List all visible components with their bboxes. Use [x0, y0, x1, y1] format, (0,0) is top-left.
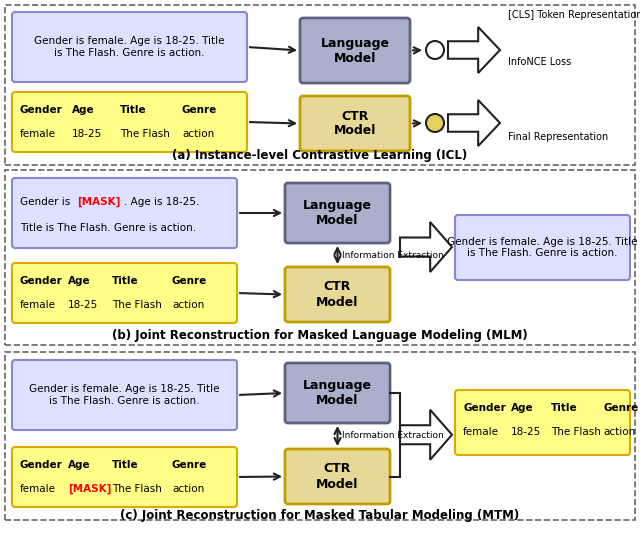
Text: Gender is female. Age is 18-25. Title
is The Flash. Genre is action.: Gender is female. Age is 18-25. Title is…: [35, 36, 225, 58]
FancyBboxPatch shape: [12, 178, 237, 248]
Text: Information Extraction: Information Extraction: [342, 250, 444, 260]
Text: female: female: [20, 300, 56, 310]
FancyBboxPatch shape: [12, 360, 237, 430]
Circle shape: [426, 114, 444, 132]
Text: Genre: Genre: [182, 105, 217, 115]
Text: [CLS] Token Representation: [CLS] Token Representation: [508, 10, 640, 20]
Text: Information Extraction: Information Extraction: [342, 432, 444, 440]
Polygon shape: [400, 222, 452, 272]
Text: Genre: Genre: [172, 460, 207, 470]
Text: (b) Joint Reconstruction for Masked Language Modeling (MLM): (b) Joint Reconstruction for Masked Lang…: [112, 329, 528, 342]
Text: Gender: Gender: [20, 105, 63, 115]
Text: Title: Title: [112, 276, 139, 286]
Text: Title is The Flash. Genre is action.: Title is The Flash. Genre is action.: [20, 223, 196, 233]
Text: Gender: Gender: [20, 276, 63, 286]
Text: Genre: Genre: [603, 403, 638, 413]
Text: The Flash: The Flash: [112, 300, 162, 310]
FancyBboxPatch shape: [285, 363, 390, 423]
Text: Gender: Gender: [463, 403, 506, 413]
Text: Gender: Gender: [20, 460, 63, 470]
Text: CTR
Model: CTR Model: [316, 463, 358, 490]
FancyBboxPatch shape: [300, 18, 410, 83]
Text: Language
Model: Language Model: [303, 199, 372, 227]
Circle shape: [426, 41, 444, 59]
FancyBboxPatch shape: [12, 12, 247, 82]
Text: female: female: [20, 484, 56, 494]
FancyBboxPatch shape: [285, 449, 390, 504]
Text: action: action: [182, 129, 214, 139]
Text: Gender is female. Age is 18-25. Title
is The Flash. Genre is action.: Gender is female. Age is 18-25. Title is…: [29, 384, 220, 406]
Text: action: action: [172, 300, 204, 310]
Bar: [5, 352, 635, 520]
Text: female: female: [463, 427, 499, 437]
Text: action: action: [172, 484, 204, 494]
Polygon shape: [448, 27, 500, 73]
Bar: [5, 170, 635, 345]
FancyBboxPatch shape: [12, 447, 237, 507]
Text: Title: Title: [120, 105, 147, 115]
Polygon shape: [400, 410, 452, 460]
Text: The Flash: The Flash: [112, 484, 162, 494]
Text: Genre: Genre: [172, 276, 207, 286]
Text: Age: Age: [68, 276, 91, 286]
Text: [MASK]: [MASK]: [68, 484, 111, 494]
Text: 18-25: 18-25: [511, 427, 541, 437]
Text: Age: Age: [68, 460, 91, 470]
Text: Gender is: Gender is: [20, 197, 74, 207]
Text: Final Representation: Final Representation: [508, 132, 608, 142]
Text: Language
Model: Language Model: [321, 36, 390, 65]
Text: InfoNCE Loss: InfoNCE Loss: [508, 57, 572, 67]
FancyBboxPatch shape: [300, 96, 410, 151]
FancyBboxPatch shape: [455, 215, 630, 280]
FancyBboxPatch shape: [285, 183, 390, 243]
Text: Title: Title: [551, 403, 578, 413]
Text: (a) Instance-level Contrastive Learning (ICL): (a) Instance-level Contrastive Learning …: [172, 148, 468, 161]
Text: Age: Age: [72, 105, 95, 115]
Text: CTR
Model: CTR Model: [316, 281, 358, 308]
Text: action: action: [603, 427, 636, 437]
Text: [MASK]: [MASK]: [77, 197, 120, 207]
Text: . Age is 18-25.: . Age is 18-25.: [124, 197, 200, 207]
Text: 18-25: 18-25: [72, 129, 102, 139]
FancyBboxPatch shape: [285, 267, 390, 322]
Text: Title: Title: [112, 460, 139, 470]
Text: (c) Joint Reconstruction for Masked Tabular Modeling (MTM): (c) Joint Reconstruction for Masked Tabu…: [120, 509, 520, 522]
FancyBboxPatch shape: [12, 92, 247, 152]
Text: 18-25: 18-25: [68, 300, 99, 310]
FancyBboxPatch shape: [455, 390, 630, 455]
Text: female: female: [20, 129, 56, 139]
Text: The Flash: The Flash: [551, 427, 601, 437]
Text: CTR
Model: CTR Model: [334, 110, 376, 137]
FancyBboxPatch shape: [12, 263, 237, 323]
Text: Gender is female. Age is 18-25. Title
is The Flash. Genre is action.: Gender is female. Age is 18-25. Title is…: [447, 237, 637, 258]
Polygon shape: [448, 100, 500, 146]
Text: Language
Model: Language Model: [303, 379, 372, 407]
Bar: [5, 5, 635, 165]
Text: Age: Age: [511, 403, 534, 413]
Text: The Flash: The Flash: [120, 129, 170, 139]
